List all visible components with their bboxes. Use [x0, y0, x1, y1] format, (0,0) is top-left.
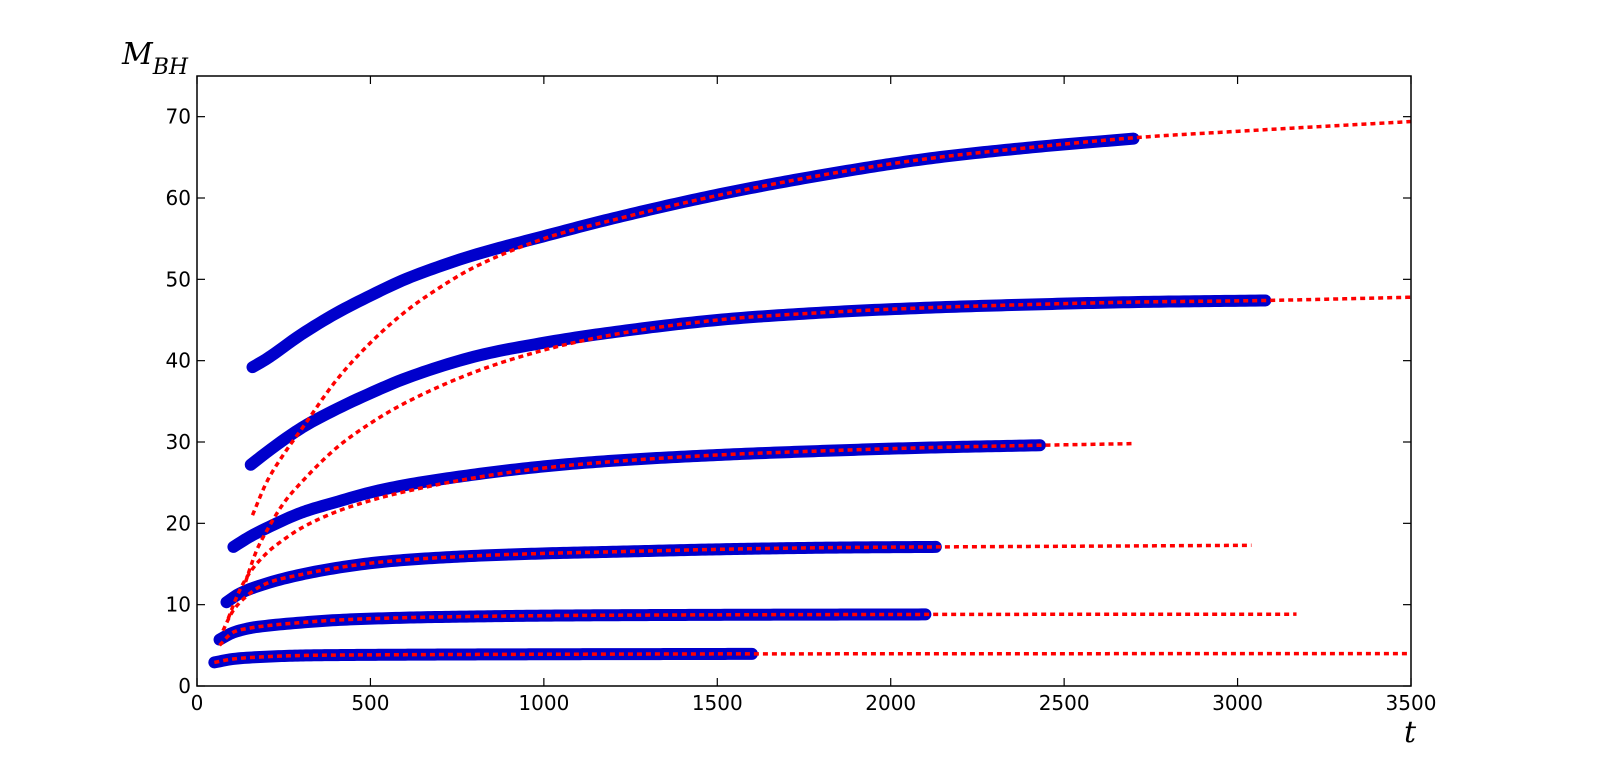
y-tick-label: 0 — [178, 674, 191, 698]
y-axis-label-subscript: BH — [152, 55, 189, 80]
data-series-6 — [246, 132, 1140, 374]
fit-series-1 — [214, 651, 1411, 665]
x-tick-label: 0 — [191, 691, 204, 715]
fit-series-4 — [226, 441, 1134, 620]
y-tick-label: 30 — [166, 430, 191, 454]
y-axis-label-main: M — [121, 37, 154, 72]
fit-series-6 — [250, 119, 1412, 516]
x-tick-label: 3000 — [1212, 691, 1263, 715]
plot-frame — [196, 75, 1412, 687]
x-tick-label: 2000 — [865, 691, 916, 715]
series-layer — [208, 119, 1412, 669]
x-tick-label: 1500 — [692, 691, 743, 715]
y-axis-label: MBH — [121, 37, 189, 80]
data-series-3 — [220, 540, 942, 609]
y-tick-label: 40 — [166, 349, 191, 373]
x-tick-label: 1000 — [518, 691, 569, 715]
fit-series-3 — [221, 543, 1252, 632]
y-tick-label: 70 — [166, 105, 191, 129]
x-tick-label: 2500 — [1039, 691, 1090, 715]
y-tick-label: 10 — [166, 593, 191, 617]
x-axis-label: t — [1404, 715, 1417, 750]
data-series-5 — [244, 294, 1272, 471]
x-tick-label: 500 — [351, 691, 389, 715]
y-tick-label: 60 — [166, 186, 191, 210]
y-tick-label: 20 — [166, 511, 191, 535]
data-series-2 — [213, 608, 932, 646]
ticks-layer: 0 500 1000 1500 2000 2500 3000 3500 0 10 20 30 40 50 6… — [166, 76, 1437, 715]
y-tick-label: 50 — [166, 267, 191, 291]
fit-series-2 — [218, 612, 1297, 647]
fit-series-5 — [243, 295, 1412, 583]
x-tick-label: 3500 — [1386, 691, 1437, 715]
